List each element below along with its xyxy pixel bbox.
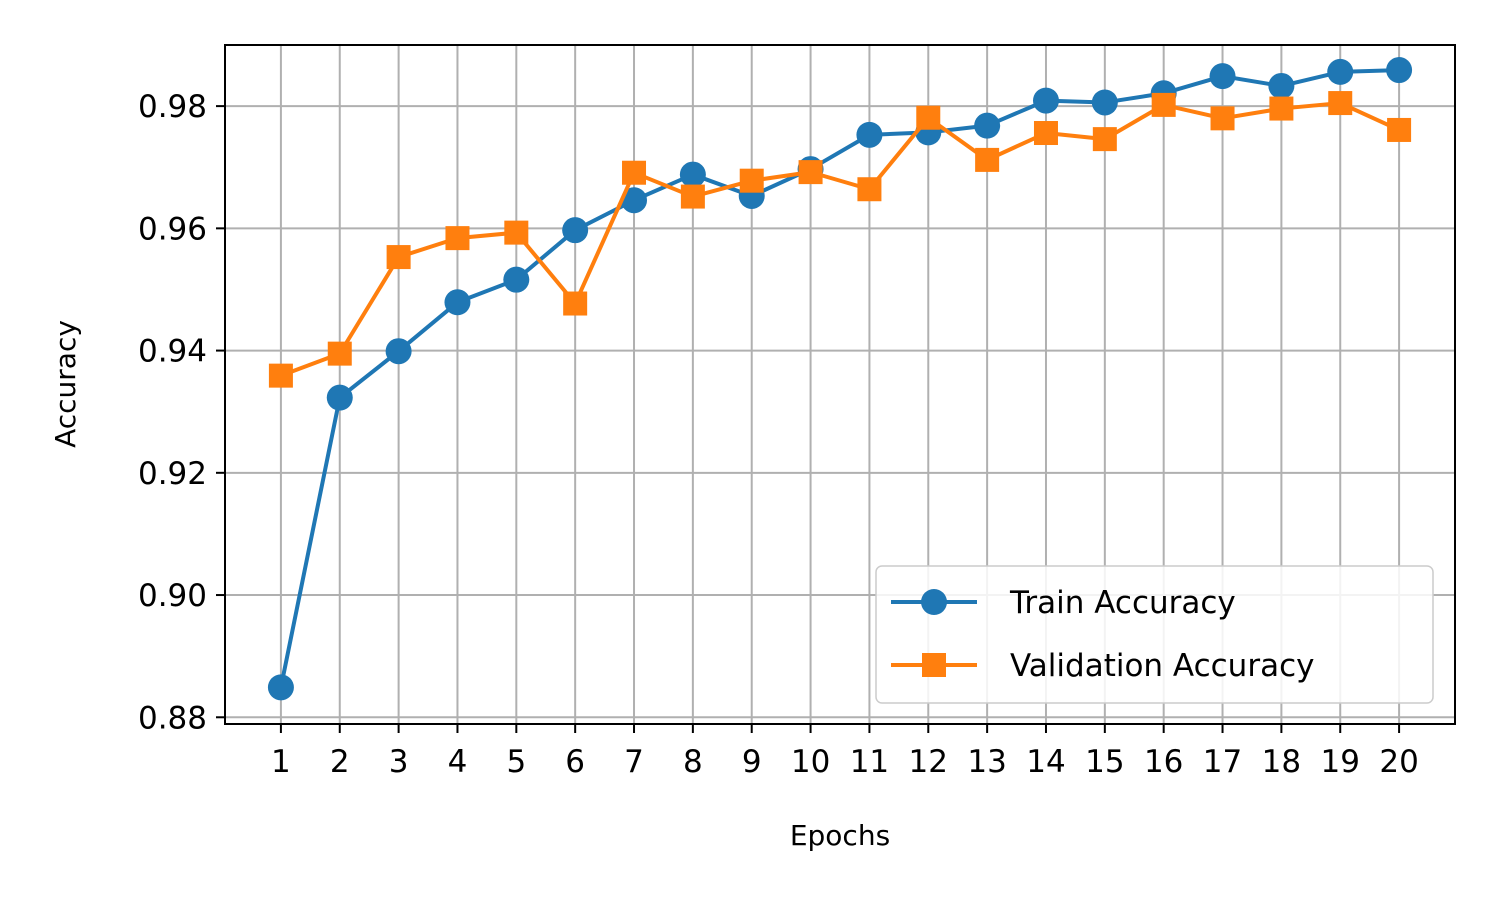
- validation-accuracy-point: [798, 160, 823, 185]
- validation-accuracy-point: [1033, 121, 1058, 146]
- y-tick-label: 0.92: [138, 456, 207, 492]
- x-tick-label: 3: [389, 744, 409, 780]
- y-tick-label: 0.88: [138, 700, 207, 736]
- x-tick-label: 18: [1262, 744, 1301, 780]
- x-tick-label: 4: [448, 744, 468, 780]
- validation-accuracy-series: [268, 91, 1412, 388]
- train-accuracy-point: [1327, 58, 1354, 85]
- validation-accuracy-point: [268, 363, 293, 388]
- train-accuracy-point: [1268, 72, 1295, 99]
- legend-box: [875, 565, 1434, 704]
- x-tick-label: 8: [683, 744, 703, 780]
- y-tick-label: 0.96: [138, 211, 207, 247]
- axis-ticks: 1 2 3 4 5 6 7 8 9 10 11 12 13 14 15 16 17 18 19 200.880.900…: [138, 89, 1419, 780]
- train-accuracy-point: [562, 217, 589, 244]
- train-accuracy-point: [1209, 63, 1236, 90]
- validation-accuracy-point: [445, 226, 470, 251]
- train-accuracy-point: [503, 266, 530, 293]
- x-tick-label: 15: [1085, 744, 1124, 780]
- legend-item-validation-accuracy: Validation Accuracy: [891, 648, 1314, 684]
- train-accuracy-point: [385, 338, 412, 365]
- validation-accuracy-point: [504, 220, 529, 245]
- x-tick-label: 9: [742, 744, 762, 780]
- x-tick-label: 17: [1203, 744, 1242, 780]
- legend-items: Train Accuracy Validation Accuracy: [891, 585, 1314, 684]
- y-axis-label: Accuracy: [49, 320, 82, 448]
- validation-accuracy-point: [1151, 92, 1176, 117]
- validation-accuracy-point: [1269, 96, 1294, 121]
- x-tick-label: 5: [506, 744, 526, 780]
- validation-accuracy-point: [327, 341, 352, 366]
- train-accuracy-point: [621, 187, 648, 214]
- x-axis-label: Epochs: [790, 819, 890, 852]
- x-tick-label: 6: [565, 744, 585, 780]
- validation-accuracy-point: [916, 105, 941, 130]
- x-tick-label: 1: [271, 744, 291, 780]
- x-tick-label: 20: [1379, 744, 1418, 780]
- x-tick-label: 16: [1144, 744, 1183, 780]
- validation-accuracy-point: [1387, 117, 1412, 142]
- validation-accuracy-point: [1210, 106, 1235, 131]
- validation-accuracy-point: [622, 160, 647, 185]
- train-accuracy-point: [444, 289, 471, 316]
- validation-accuracy-point: [1328, 91, 1353, 116]
- validation-accuracy-point: [739, 168, 764, 193]
- legend-item-train-accuracy: Train Accuracy: [891, 585, 1236, 621]
- train-accuracy-point: [856, 121, 883, 148]
- x-tick-label: 11: [850, 744, 889, 780]
- train-accuracy-point: [1091, 89, 1118, 116]
- validation-accuracy-point: [680, 184, 705, 209]
- x-tick-label: 19: [1321, 744, 1360, 780]
- plot-series: [267, 57, 1413, 701]
- x-tick-label: 2: [330, 744, 350, 780]
- x-tick-label: 7: [624, 744, 644, 780]
- x-tick-label: 12: [909, 744, 948, 780]
- y-tick-label: 0.90: [138, 578, 207, 614]
- y-tick-label: 0.98: [138, 89, 207, 125]
- validation-accuracy-point: [563, 291, 588, 316]
- x-tick-label: 14: [1026, 744, 1065, 780]
- validation-accuracy-point: [975, 147, 1000, 172]
- legend-label: Validation Accuracy: [1010, 648, 1314, 684]
- x-tick-label: 10: [791, 744, 830, 780]
- plot-frame: [224, 44, 1456, 725]
- train-accuracy-point: [1386, 57, 1413, 84]
- train-accuracy-point: [326, 384, 353, 411]
- legend-marker: [922, 653, 946, 677]
- train-accuracy-series: [267, 57, 1413, 701]
- validation-accuracy-point: [857, 177, 882, 202]
- train-accuracy-point: [679, 161, 706, 188]
- train-accuracy-point: [974, 112, 1001, 139]
- validation-accuracy-point: [386, 245, 411, 270]
- x-tick-label: 13: [967, 744, 1006, 780]
- train-accuracy-point: [1032, 87, 1059, 114]
- train-accuracy-point: [267, 674, 294, 701]
- legend-label: Train Accuracy: [1009, 585, 1236, 621]
- validation-accuracy-point: [1092, 127, 1117, 152]
- y-tick-label: 0.94: [138, 334, 207, 370]
- legend: Train Accuracy Validation Accuracy: [875, 565, 1434, 704]
- legend-marker: [921, 589, 947, 615]
